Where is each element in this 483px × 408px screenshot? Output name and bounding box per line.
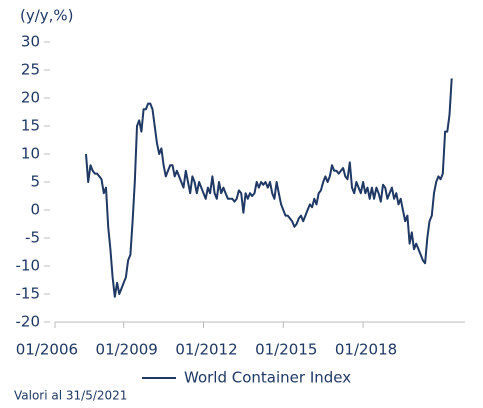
- footnote: Valori al 31/5/2021: [14, 389, 127, 403]
- unit-label: (y/y,%): [20, 7, 74, 25]
- data-line: [85, 78, 453, 298]
- x-tick-label: 01/2006: [16, 341, 78, 359]
- legend-label: World Container Index: [184, 369, 351, 387]
- x-tick-label: 01/2009: [96, 341, 158, 359]
- x-tick-label: 01/2012: [175, 341, 237, 359]
- y-tick-label: -10: [16, 257, 41, 275]
- y-tick-label: -5: [25, 229, 40, 247]
- y-tick-label: -20: [16, 313, 41, 331]
- y-tick-label: 20: [21, 89, 40, 107]
- y-tick-label: 15: [21, 117, 40, 135]
- y-tick-label: 30: [21, 33, 40, 51]
- y-tick-label: 0: [30, 201, 40, 219]
- y-tick-label: -15: [16, 285, 41, 303]
- y-tick-label: 5: [30, 173, 40, 191]
- x-tick-label: 01/2015: [255, 341, 317, 359]
- y-tick-label: 25: [21, 61, 40, 79]
- x-tick-label: 01/2018: [335, 341, 397, 359]
- y-tick-label: 10: [21, 145, 40, 163]
